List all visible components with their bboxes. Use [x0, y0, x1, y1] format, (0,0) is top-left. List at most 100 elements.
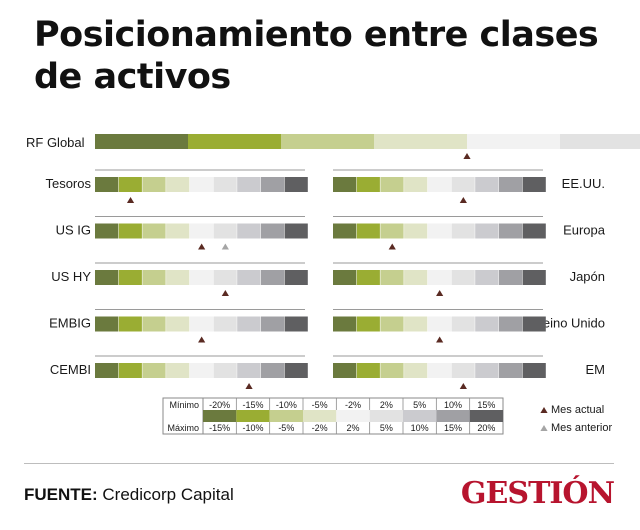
right-current-marker	[388, 243, 396, 250]
right-row-bar-segment	[522, 270, 546, 285]
right-row-bar-segment	[333, 270, 357, 285]
right-current-marker	[459, 197, 467, 203]
right-row-bar-segment	[475, 223, 499, 239]
right-row-bar-segment	[475, 363, 499, 378]
main-bar-segment	[560, 134, 640, 149]
right-row-bar-segment	[522, 223, 546, 239]
left-row-bar-segment	[284, 363, 308, 378]
left-row-bar-segment	[189, 363, 213, 378]
right-row-bar-segment	[498, 363, 523, 378]
left-row-bar-segment	[142, 363, 166, 378]
right-row-bar-segment	[404, 316, 428, 332]
left-row-bar-segment	[166, 270, 190, 285]
left-row-bar-segment	[260, 177, 285, 192]
left-row-bar-segment	[95, 177, 119, 192]
footer-divider	[24, 463, 614, 464]
right-row-bar-segment	[356, 177, 380, 192]
scale-max-label: Máximo	[167, 423, 199, 433]
right-row-bar-segment	[427, 270, 451, 285]
left-row-bar-segment	[95, 223, 119, 239]
scale-min-value: -2%	[345, 400, 361, 410]
scale-color-swatch	[336, 410, 370, 422]
left-row-bar-segment	[284, 223, 308, 239]
right-row-bar-segment	[451, 177, 475, 192]
left-row-bar-segment	[213, 177, 237, 192]
scale-min-value: -15%	[242, 400, 263, 410]
scale-max-value: 10%	[411, 423, 429, 433]
right-row-bar-segment	[356, 363, 380, 378]
right-row-bar-segment	[498, 270, 523, 285]
left-row-bar-segment	[189, 316, 213, 332]
right-row-bar-segment	[404, 223, 428, 239]
right-row-bar-segment	[522, 316, 546, 332]
scale-max-value: -2%	[312, 423, 328, 433]
scale-min-value: 10%	[444, 400, 462, 410]
left-row-label: US IG	[56, 223, 91, 238]
left-row-bar-segment	[260, 316, 285, 332]
scale-max-value: -15%	[209, 423, 230, 433]
scale-min-value: 2%	[380, 400, 393, 410]
left-row-bar-segment	[166, 363, 190, 378]
left-row-bar-segment	[166, 177, 190, 192]
brand-logo: GESTIÓN	[460, 476, 615, 511]
left-row-bar-segment	[237, 177, 261, 192]
left-row-bar-segment	[118, 270, 142, 285]
left-row-bar-segment	[142, 270, 166, 285]
scale-min-value: -20%	[209, 400, 230, 410]
left-row-bar-segment	[237, 363, 261, 378]
right-row-label: EE.UU.	[562, 176, 605, 191]
left-row-bar-segment	[166, 223, 190, 239]
scale-color-swatch	[469, 410, 503, 422]
right-row-bar-segment	[380, 223, 404, 239]
left-row-bar-segment	[166, 316, 190, 332]
right-row-bar-segment	[404, 270, 428, 285]
main-bar-segment	[467, 134, 560, 149]
left-row-bar-segment	[237, 316, 261, 332]
left-row-bar-segment	[95, 270, 119, 285]
left-row-bar-segment	[189, 223, 213, 239]
right-row-bar-segment	[380, 363, 404, 378]
legend-previous-icon	[540, 425, 548, 431]
page-title: Posicionamiento entre clases de activos	[34, 15, 599, 97]
scale-min-value: 15%	[477, 400, 495, 410]
right-row-bar-segment	[522, 177, 546, 192]
scale-max-value: 2%	[346, 423, 359, 433]
right-row-label: EM	[586, 362, 606, 377]
scale-min-value: -5%	[312, 400, 328, 410]
source-text: Credicorp Capital	[102, 485, 234, 504]
right-current-marker	[436, 290, 444, 296]
left-current-marker	[198, 243, 206, 250]
scale-color-swatch	[269, 410, 303, 422]
right-row-label: Reino Unido	[533, 316, 605, 331]
right-row-bar-segment	[380, 316, 404, 332]
main-bar-segment	[374, 134, 467, 149]
scale-max-value: -10%	[242, 423, 263, 433]
left-row-bar-segment	[260, 223, 285, 239]
left-row-bar-segment	[284, 177, 308, 192]
right-row-bar-segment	[404, 363, 428, 378]
right-row-bar-segment	[498, 316, 523, 332]
right-row-bar-segment	[356, 270, 380, 285]
legend-current-icon	[540, 407, 548, 413]
left-row-label: EMBIG	[49, 316, 91, 331]
scale-color-swatch	[303, 410, 337, 422]
left-row-bar-segment	[118, 363, 142, 378]
scale-color-swatch	[403, 410, 437, 422]
main-bar-segment	[95, 134, 188, 149]
left-current-marker	[245, 383, 253, 389]
left-row-label: Tesoros	[45, 176, 91, 191]
left-row-bar-segment	[237, 270, 261, 285]
right-row-bar-segment	[427, 316, 451, 332]
right-row-label: Europa	[563, 223, 606, 238]
left-row-bar-segment	[284, 270, 308, 285]
left-row-bar-segment	[142, 223, 166, 239]
right-current-marker	[436, 336, 444, 343]
scale-color-swatch	[236, 410, 270, 422]
scale-color-swatch	[369, 410, 403, 422]
left-row-bar-segment	[118, 316, 142, 332]
main-bar-segment	[188, 134, 281, 149]
left-row-bar-segment	[213, 270, 237, 285]
left-row-bar-segment	[213, 363, 237, 378]
right-row-bar-segment	[475, 177, 499, 192]
left-row-bar-segment	[213, 223, 237, 239]
